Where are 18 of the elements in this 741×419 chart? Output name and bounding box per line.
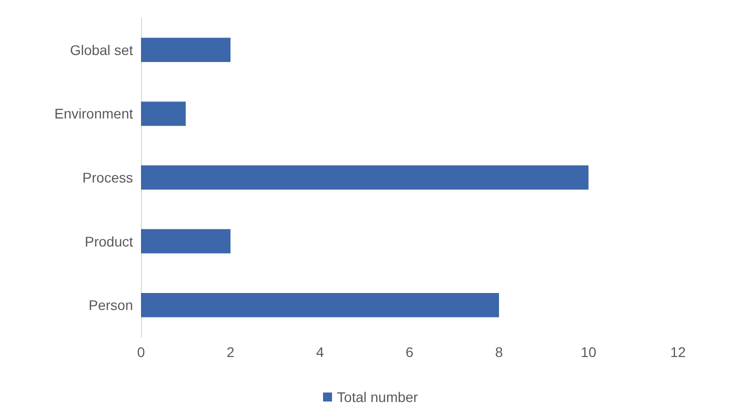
x-tick-label: 0 [137,344,146,360]
x-tick-label: 2 [226,344,235,360]
y-tick-label: Global set [70,42,134,58]
y-tick-label: Person [88,297,133,314]
x-tick-label: 4 [316,344,324,360]
y-tick-label: Product [84,233,134,250]
y-tick-label: Environment [54,106,134,122]
bar [141,229,230,254]
x-tick-label: 6 [406,344,414,360]
x-tick-label: 8 [495,344,504,360]
y-tick-label: Process [82,170,133,186]
x-tick-label: 10 [580,344,596,360]
bar [141,292,499,318]
bar [141,165,588,190]
legend-label: Total number [337,389,418,405]
x-tick-label: 12 [670,344,686,360]
bar [141,38,230,62]
bar [141,102,186,126]
